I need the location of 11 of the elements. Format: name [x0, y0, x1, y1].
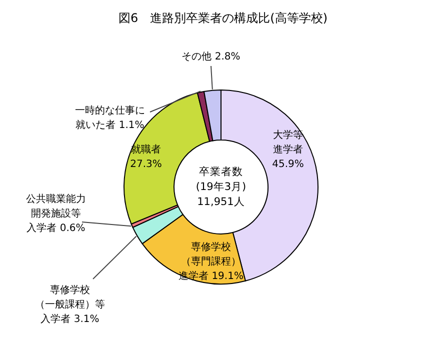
slice-label: 専修学校（専門課程）進学者 19.1% — [178, 241, 244, 282]
slice-label: 大学等進学者 — [273, 129, 303, 156]
slice-label: 公共職業能力開発施設等入学者 0.6% — [26, 193, 86, 234]
slice-label: その他 2.8% — [182, 50, 240, 62]
slice-label: 就職者 — [131, 143, 161, 156]
data-label: 27.3% — [130, 158, 162, 170]
text: 卒業者数 (19年3月) 11,951人 — [196, 164, 246, 208]
slice-label: 専修学校（一般課程）等入学者 3.1% — [35, 284, 105, 325]
data-label: 45.9% — [272, 159, 304, 170]
slice-label: 一時的な仕事に就いた者 1.1% — [75, 104, 145, 131]
chart-title: 図6 進路別卒業者の構成比(高等学校) — [118, 11, 328, 25]
